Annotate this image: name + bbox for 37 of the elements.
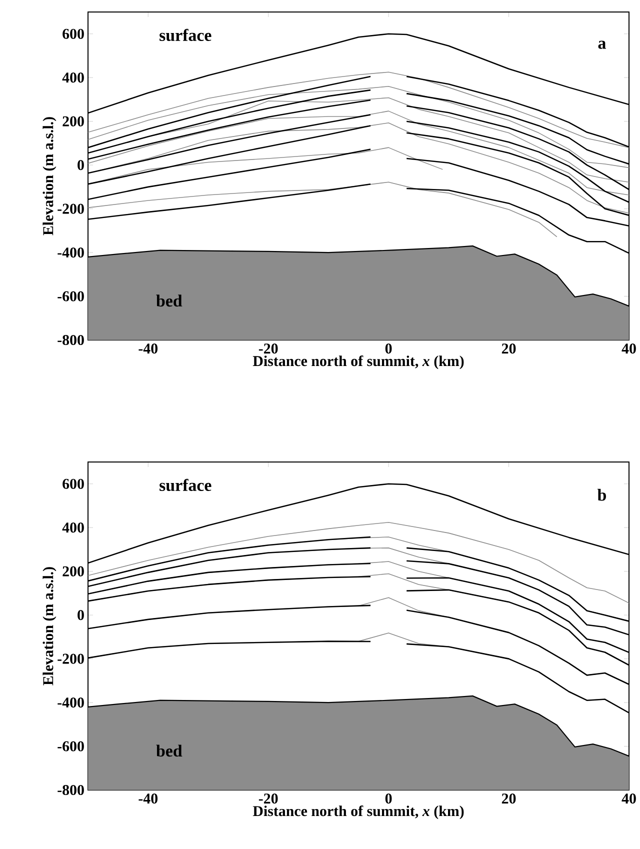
y-tick-label: -200 [58,654,84,664]
y-tick-label: 600 [62,478,84,489]
x-tick-label: 20 [502,344,516,354]
y-tick-label: -400 [58,697,84,708]
y-tick-label: 0 [78,610,84,620]
annotation: bed [156,294,182,307]
x-tick-label: -20 [258,794,278,804]
annotation: b [597,488,606,501]
x-axis-title: Distance north of summit, x (km) [252,355,464,370]
y-tick-label: 400 [62,522,84,533]
y-tick-label: -200 [58,204,84,214]
y-tick-label: -800 [58,784,84,796]
y-tick-label: -800 [58,334,84,346]
x-tick-label: -40 [138,794,158,804]
x-tick-label: 20 [502,794,516,804]
line-series [88,522,630,604]
y-tick-label: -600 [58,741,84,752]
y-axis-title: Elevation (m a.s.l.) [42,117,56,236]
x-tick-label: 0 [385,344,392,354]
y-tick-label: 200 [62,566,84,576]
y-tick-label: 400 [62,72,84,83]
y-tick-label: 200 [62,116,84,126]
x-tick-label: 40 [622,794,636,804]
x-tick-label: -20 [258,344,278,354]
y-tick-label: 0 [78,160,84,170]
annotation: surface [160,28,212,42]
annotation: a [598,40,606,49]
x-tick-label: 40 [622,344,636,354]
x-tick-label: -40 [138,344,158,354]
y-tick-label: 600 [62,28,84,39]
annotation: bed [156,744,182,757]
y-tick-label: -600 [58,291,84,302]
y-axis-title: Elevation (m a.s.l.) [42,567,56,686]
y-tick-label: -400 [58,247,84,258]
x-tick-label: 0 [385,794,392,804]
x-axis-title: Distance north of summit, x (km) [252,805,464,820]
annotation: surface [160,478,212,492]
